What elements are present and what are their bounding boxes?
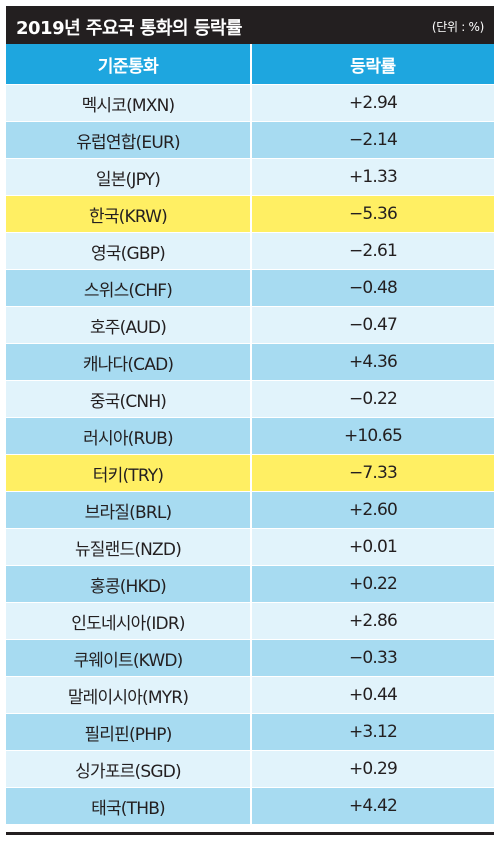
currency-cell: 쿠웨이트(KWD) (6, 639, 252, 677)
change-cell: +2.60 (251, 491, 494, 529)
change-cell: +2.94 (251, 84, 494, 122)
change-cell: +0.01 (251, 528, 494, 566)
currency-cell: 터키(TRY) (6, 454, 252, 492)
table-row: 스위스(CHF) −0.48 (6, 269, 494, 307)
change-cell: +0.22 (251, 565, 494, 603)
title-bar: 2019년 주요국 통화의 등락률 (단위 : %) (6, 6, 494, 44)
change-cell: −5.36 (251, 195, 494, 233)
change-cell: +0.44 (251, 676, 494, 714)
table-row: 호주(AUD) −0.47 (6, 306, 494, 344)
table-row: 쿠웨이트(KWD) −0.33 (6, 639, 494, 677)
currency-cell: 스위스(CHF) (6, 269, 252, 307)
currency-cell: 멕시코(MXN) (6, 84, 252, 122)
table-row: 일본(JPY) +1.33 (6, 158, 494, 196)
currency-cell: 태국(THB) (6, 787, 252, 824)
table-row: 싱가포르(SGD) +0.29 (6, 750, 494, 788)
change-cell: +0.29 (251, 750, 494, 788)
table-row: 태국(THB) +4.42 (6, 787, 494, 824)
change-cell: +4.42 (251, 787, 494, 824)
table-row: 뉴질랜드(NZD) +0.01 (6, 528, 494, 566)
currency-change-table: 기준통화 등락률 멕시코(MXN) +2.94 유럽연합(EUR) −2.14 일본(J… (6, 44, 494, 824)
currency-cell: 한국(KRW) (6, 195, 252, 233)
change-cell: −2.61 (251, 232, 494, 270)
currency-cell: 브라질(BRL) (6, 491, 252, 529)
currency-cell: 중국(CNH) (6, 380, 252, 418)
change-cell: +4.36 (251, 343, 494, 381)
change-cell: +1.33 (251, 158, 494, 196)
unit-label: (단위 : %) (431, 20, 484, 34)
table-row: 브라질(BRL) +2.60 (6, 491, 494, 529)
currency-cell: 일본(JPY) (6, 158, 252, 196)
table-row: 터키(TRY) −7.33 (6, 454, 494, 492)
currency-cell: 유럽연합(EUR) (6, 121, 252, 159)
table-header-row: 기준통화 등락률 (6, 44, 494, 85)
change-cell: −0.48 (251, 269, 494, 307)
table-row: 멕시코(MXN) +2.94 (6, 84, 494, 122)
change-cell: −0.33 (251, 639, 494, 677)
column-header-change: 등락률 (251, 44, 494, 85)
currency-cell: 인도네시아(IDR) (6, 602, 252, 640)
currency-cell: 말레이시아(MYR) (6, 676, 252, 714)
change-cell: −0.47 (251, 306, 494, 344)
table-row: 인도네시아(IDR) +2.86 (6, 602, 494, 640)
table-row: 캐나다(CAD) +4.36 (6, 343, 494, 381)
currency-cell: 러시아(RUB) (6, 417, 252, 455)
change-cell: −7.33 (251, 454, 494, 492)
table-body: 멕시코(MXN) +2.94 유럽연합(EUR) −2.14 일본(JPY) +1.33 한… (6, 84, 494, 824)
currency-cell: 싱가포르(SGD) (6, 750, 252, 788)
currency-cell: 영국(GBP) (6, 232, 252, 270)
table-row: 필리핀(PHP) +3.12 (6, 713, 494, 751)
change-cell: −0.22 (251, 380, 494, 418)
change-cell: +2.86 (251, 602, 494, 640)
table-row: 말레이시아(MYR) +0.44 (6, 676, 494, 714)
table-row: 유럽연합(EUR) −2.14 (6, 121, 494, 159)
change-cell: +3.12 (251, 713, 494, 751)
currency-cell: 캐나다(CAD) (6, 343, 252, 381)
currency-cell: 홍콩(HKD) (6, 565, 252, 603)
page-title: 2019년 주요국 통화의 등락률 (16, 18, 243, 39)
column-header-currency: 기준통화 (6, 44, 252, 85)
currency-cell: 호주(AUD) (6, 306, 252, 344)
bottom-rule (6, 832, 494, 835)
currency-cell: 뉴질랜드(NZD) (6, 528, 252, 566)
table-row: 중국(CNH) −0.22 (6, 380, 494, 418)
table-row: 영국(GBP) −2.61 (6, 232, 494, 270)
table-row: 홍콩(HKD) +0.22 (6, 565, 494, 603)
table-row: 한국(KRW) −5.36 (6, 195, 494, 233)
change-cell: −2.14 (251, 121, 494, 159)
currency-cell: 필리핀(PHP) (6, 713, 252, 751)
table-row: 러시아(RUB) +10.65 (6, 417, 494, 455)
change-cell: +10.65 (251, 417, 494, 455)
